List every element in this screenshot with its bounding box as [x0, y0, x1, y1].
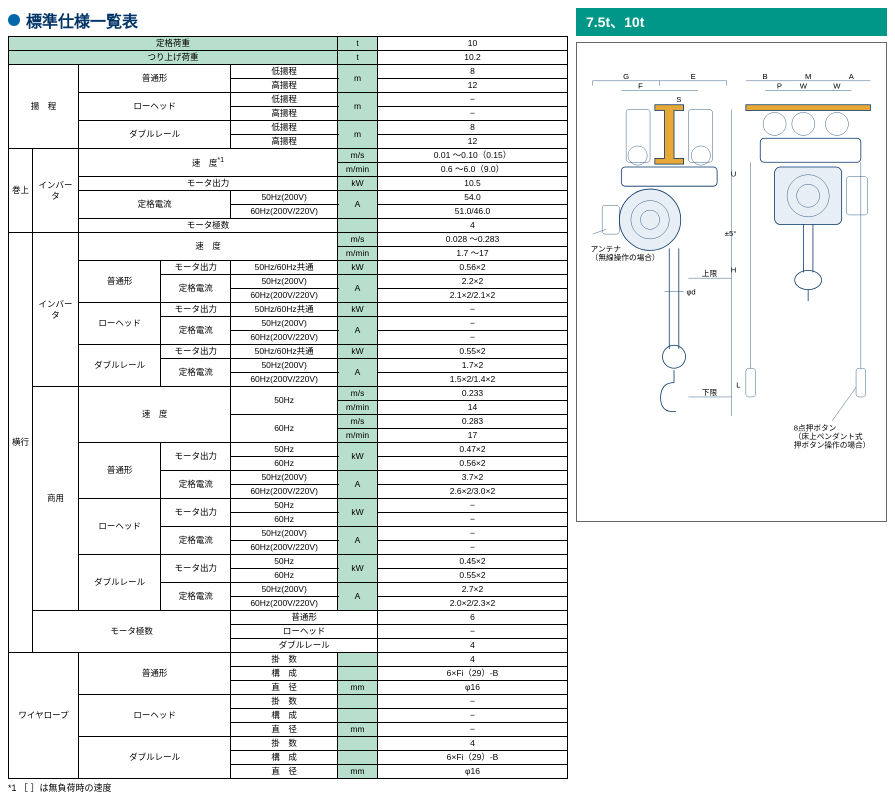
svg-text:φd: φd: [686, 287, 695, 296]
hoist-diagram: G E F S: [583, 49, 880, 515]
svg-text:（床上ペンダント式: （床上ペンダント式: [794, 431, 863, 441]
diagram-title: 7.5t、10t: [576, 8, 887, 36]
footnote: *1 ［ ］は無負荷時の速度: [8, 781, 568, 794]
svg-text:±5°: ±5°: [725, 229, 737, 238]
svg-text:アンテナ: アンテナ: [591, 244, 622, 253]
svg-text:B: B: [762, 72, 767, 81]
rated-load-label: 定格荷重: [9, 37, 338, 51]
lift-load-label: つり上げ荷重: [9, 51, 338, 65]
svg-text:F: F: [638, 81, 643, 90]
traverse-section: 横行: [9, 233, 33, 653]
svg-text:P: P: [777, 81, 782, 90]
wire-rope-section: ワイヤロープ: [9, 653, 79, 779]
lift-section: 揚 程: [9, 65, 79, 149]
svg-text:上限: 上限: [702, 269, 718, 278]
diagram-container: G E F S: [576, 42, 887, 522]
svg-text:8点押ボタン: 8点押ボタン: [794, 422, 837, 432]
svg-text:W: W: [833, 81, 841, 90]
svg-text:S: S: [676, 95, 681, 104]
svg-text:E: E: [691, 72, 696, 81]
svg-text:下限: 下限: [702, 388, 718, 397]
svg-text:M: M: [805, 72, 811, 81]
hoist-section: 巻上: [9, 149, 33, 233]
svg-text:L: L: [736, 380, 740, 389]
svg-text:押ボタン操作の場合）: 押ボタン操作の場合）: [794, 440, 871, 450]
spec-table: 定格荷重t10 つり上げ荷重t10.2 揚 程 普通形 低揚程 m 8 高揚程1…: [8, 36, 568, 779]
page-title: 標準仕様一覧表: [26, 8, 138, 32]
svg-text:（無線操作の場合）: （無線操作の場合）: [591, 252, 660, 262]
title-bullet: [8, 14, 20, 26]
svg-text:A: A: [849, 72, 855, 81]
svg-text:W: W: [800, 81, 808, 90]
svg-text:G: G: [623, 72, 629, 81]
